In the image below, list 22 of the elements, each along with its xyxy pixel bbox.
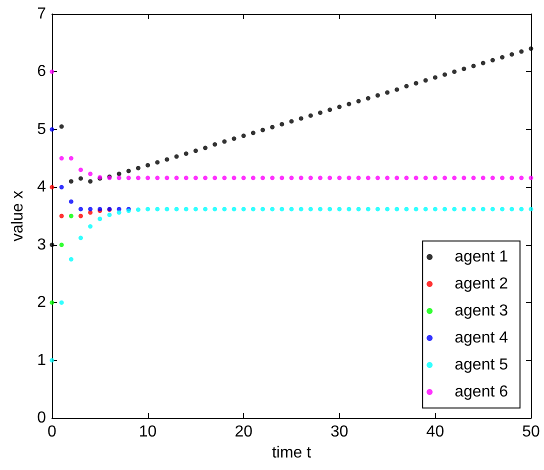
x-tick-label: 50 [522, 424, 540, 440]
legend-label: agent 2 [454, 276, 508, 292]
y-tick-label: 0 [37, 410, 46, 426]
x-tick-label: 30 [330, 424, 348, 440]
y-tick-label: 7 [37, 6, 46, 22]
y-tick-label: 2 [37, 294, 46, 312]
legend-label: agent 5 [454, 356, 508, 374]
x-tick-label: 40 [426, 424, 444, 440]
legend-label: agent 1 [454, 248, 508, 266]
x-tick-label: 0 [48, 424, 57, 440]
y-axis-title: value x [10, 190, 26, 242]
y-tick-label: 3 [37, 236, 46, 254]
legend-label: agent 6 [454, 384, 508, 400]
x-axis-title: time t [272, 444, 312, 462]
y-tick-label: 5 [37, 120, 46, 138]
y-tick-label: 4 [37, 178, 46, 196]
x-tick-label: 20 [234, 424, 253, 440]
x-tick-label: 10 [138, 424, 157, 440]
y-tick-label: 6 [37, 63, 46, 80]
legend-label: agent 3 [454, 302, 508, 320]
legend-label: agent 4 [454, 330, 508, 346]
y-tick-label: 1 [37, 352, 46, 369]
